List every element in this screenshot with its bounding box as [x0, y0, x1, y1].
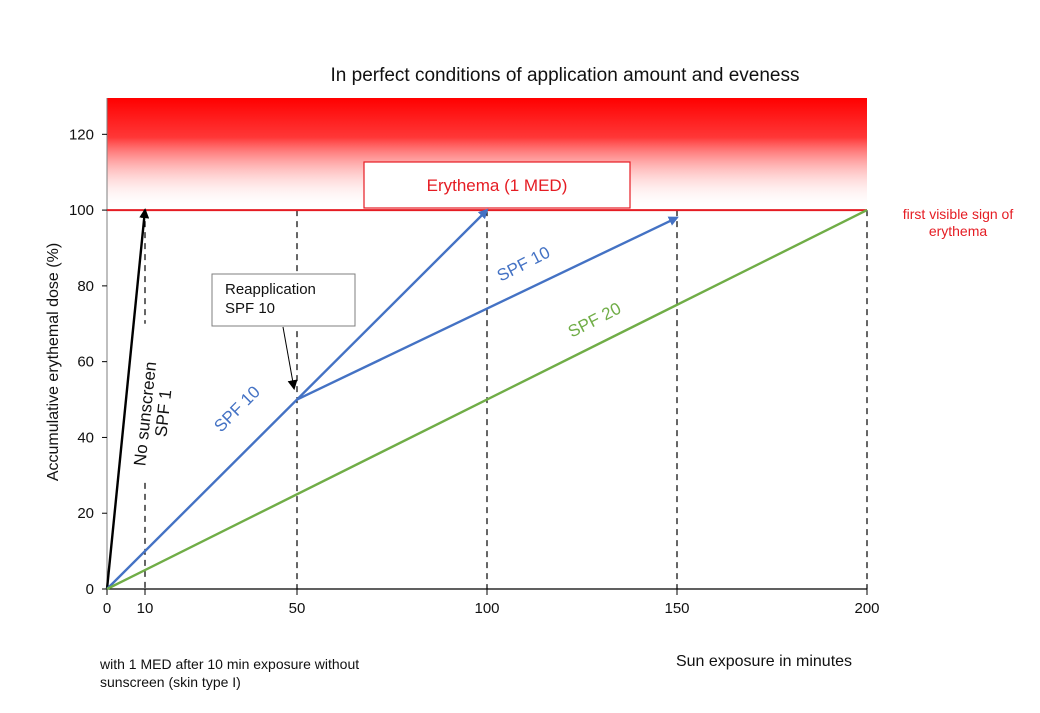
series-group	[105, 208, 868, 591]
series-label-no-sunscreen: No sunscreen SPF 1	[130, 356, 178, 469]
chart-title: In perfect conditions of application amo…	[331, 65, 800, 86]
axes: 0 20 40 60 80 100 120 0 10 50 100 150 200	[69, 98, 880, 617]
no-sunscreen-line2: SPF 1	[152, 389, 176, 438]
y-tick-label: 120	[69, 126, 94, 143]
y-tick-label: 80	[77, 278, 94, 295]
series-label-spf10-initial: SPF 10	[210, 382, 264, 436]
x-tick-label: 0	[103, 600, 111, 617]
x-tick-label: 50	[289, 600, 306, 617]
y-tick-label: 0	[86, 581, 94, 598]
threshold-label-line1: first visible sign of	[903, 206, 1014, 222]
reapplication-callout-box	[211, 273, 356, 327]
series-line-2	[296, 216, 679, 401]
x-tick-label: 200	[854, 600, 879, 617]
y-tick-label: 60	[77, 354, 94, 371]
y-axis-label: Accumulative erythemal dose (%)	[45, 243, 62, 481]
threshold-label-line2: erythema	[929, 223, 988, 239]
series-line-0	[105, 208, 150, 590]
reapplication-callout-line2: SPF 10	[225, 300, 275, 317]
reapplication-callout-line1: Reapplication	[225, 281, 316, 298]
reapplication-callout-arrow	[282, 326, 298, 391]
y-tick-label: 20	[77, 505, 94, 522]
series-label-spf10-reapplied: SPF 10	[494, 243, 553, 286]
x-tick-label: 10	[137, 600, 154, 617]
erythema-label: Erythema (1 MED)	[427, 176, 568, 195]
y-tick-label: 100	[69, 202, 94, 219]
x-axis-label: Sun exposure in minutes	[676, 653, 852, 670]
x-tick-label: 100	[474, 600, 499, 617]
y-tick-label: 40	[77, 429, 94, 446]
erythema-label-box	[363, 161, 631, 209]
x-tick-label: 150	[664, 600, 689, 617]
series-line-3	[106, 209, 868, 591]
footnote-line2: sunscreen (skin type I)	[100, 674, 241, 690]
footnote-line1: with 1 MED after 10 min exposure without	[99, 656, 359, 672]
